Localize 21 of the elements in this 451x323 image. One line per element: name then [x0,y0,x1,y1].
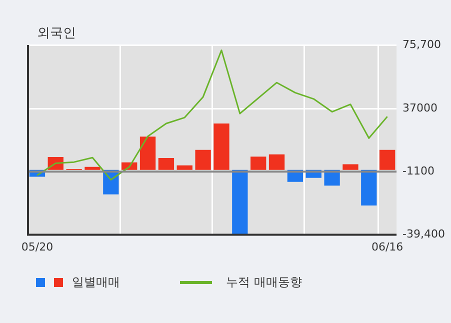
y-tick-label: -39,400 [402,228,446,241]
y-tick-label: 37000 [402,102,438,115]
chart-title: 외국인 [37,25,76,42]
bar [361,170,377,206]
bar [232,170,248,235]
bar [250,156,266,170]
x-tick-label: 06/16 [371,240,404,254]
x-tick-label: 05/20 [21,240,54,254]
bar [176,165,192,170]
y-tick-label: 75,700 [402,38,442,51]
bar [214,123,230,170]
y-tick-label: -1100 [402,164,435,178]
bar [140,136,156,170]
bar [84,166,100,170]
bar [195,150,211,170]
legend-label: 누적 매매동향 [226,274,302,291]
bar [342,164,358,170]
legend-label: 일별매매 [72,274,120,291]
bar [268,154,285,170]
bar [379,150,396,170]
bar [158,158,174,170]
